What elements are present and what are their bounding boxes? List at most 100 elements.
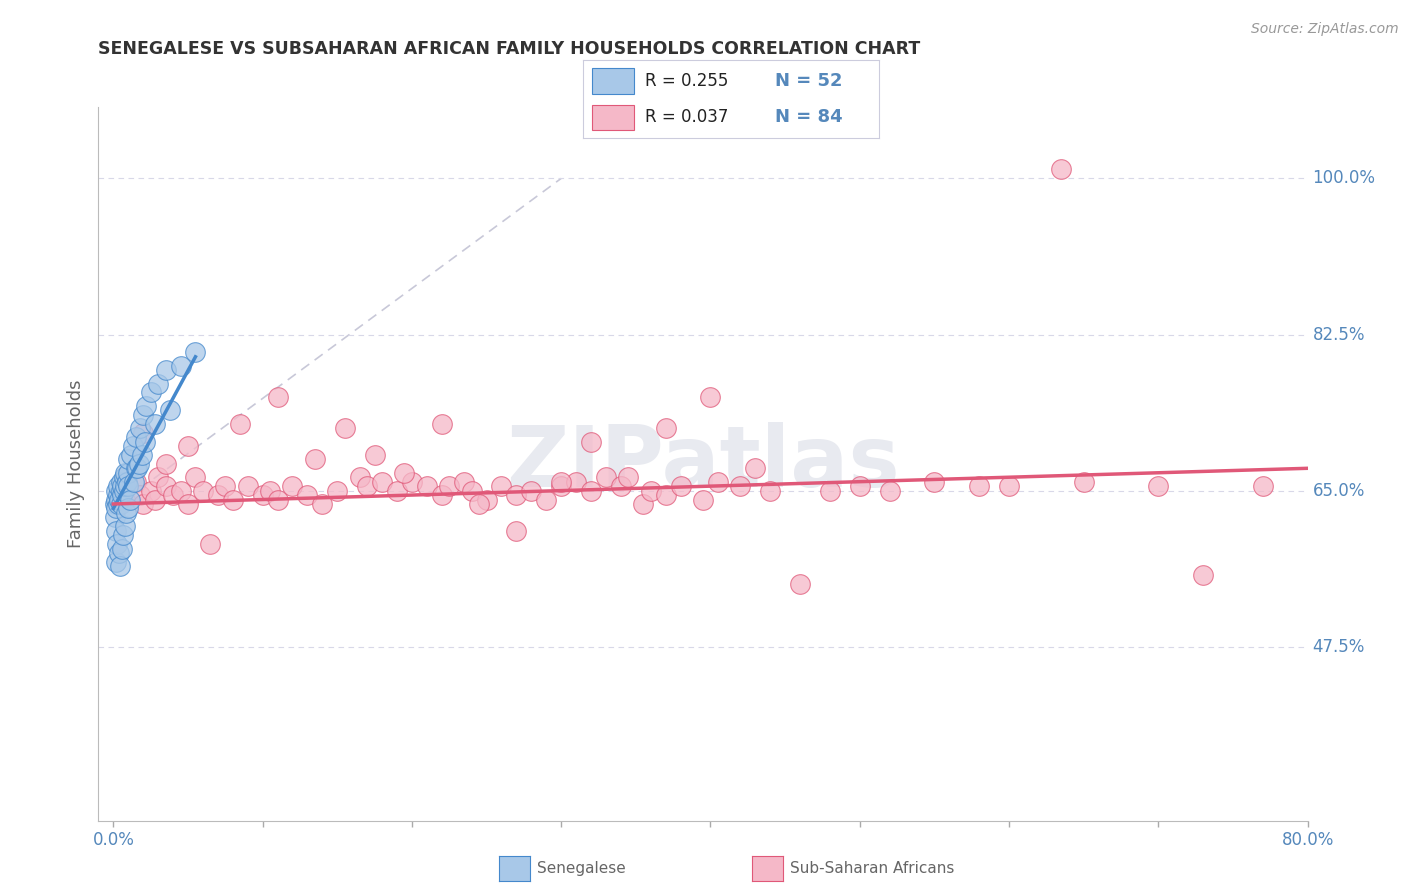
Point [468, 497, 491, 511]
Point [111, 479, 134, 493]
Point [222, 492, 245, 507]
Point [169, 483, 191, 498]
Point [125, 475, 148, 489]
Point [848, 479, 870, 493]
Point [169, 359, 191, 373]
Point [520, 483, 543, 498]
Point [439, 479, 461, 493]
Point [127, 461, 149, 475]
Point [143, 492, 166, 507]
Point [1192, 568, 1215, 582]
Point [104, 555, 127, 569]
Point [155, 457, 177, 471]
Point [394, 466, 416, 480]
Point [401, 475, 423, 489]
Point [654, 421, 676, 435]
Point [118, 492, 141, 507]
Point [505, 524, 527, 538]
Point [1147, 479, 1170, 493]
Point [266, 492, 288, 507]
Point [475, 492, 498, 507]
Point [259, 483, 281, 498]
Point [162, 488, 184, 502]
Point [1050, 162, 1073, 177]
Point [699, 390, 721, 404]
Point [200, 537, 222, 551]
Point [105, 501, 128, 516]
Point [112, 470, 135, 484]
Point [818, 483, 841, 498]
Point [146, 470, 169, 484]
Point [304, 452, 326, 467]
Point [550, 475, 572, 489]
Point [110, 497, 132, 511]
Point [789, 577, 811, 591]
Point [117, 479, 139, 493]
Y-axis label: Family Households: Family Households [66, 380, 84, 548]
Point [595, 470, 617, 484]
Point [356, 479, 378, 493]
Text: SENEGALESE VS SUBSAHARAN AFRICAN FAMILY HOUSEHOLDS CORRELATION CHART: SENEGALESE VS SUBSAHARAN AFRICAN FAMILY … [98, 40, 921, 58]
Point [654, 488, 676, 502]
Point [112, 528, 135, 542]
Point [177, 497, 200, 511]
Point [730, 479, 752, 493]
Point [105, 537, 128, 551]
Point [108, 559, 131, 574]
Point [266, 390, 288, 404]
Point [430, 488, 453, 502]
Text: Source: ZipAtlas.com: Source: ZipAtlas.com [1251, 22, 1399, 37]
Point [122, 475, 145, 489]
Point [128, 457, 150, 471]
Bar [592, 68, 634, 94]
Point [744, 461, 766, 475]
Point [536, 492, 558, 507]
Point [111, 488, 134, 502]
Point [1251, 479, 1274, 493]
Text: N = 84: N = 84 [776, 109, 844, 127]
Point [107, 497, 129, 511]
Point [107, 488, 129, 502]
Point [155, 479, 177, 493]
Point [104, 524, 127, 538]
Point [129, 421, 152, 435]
Point [617, 470, 640, 484]
Point [967, 479, 990, 493]
Point [117, 452, 139, 467]
Point [117, 466, 139, 480]
Text: Senegalese: Senegalese [537, 862, 626, 876]
Point [104, 510, 127, 524]
Point [107, 546, 129, 560]
Point [117, 479, 139, 493]
Point [1073, 475, 1095, 489]
Point [110, 475, 132, 489]
Point [333, 421, 356, 435]
Point [115, 506, 138, 520]
Point [207, 488, 229, 502]
Point [759, 483, 782, 498]
Point [491, 479, 513, 493]
Point [236, 479, 259, 493]
Point [214, 479, 236, 493]
Point [311, 497, 333, 511]
Point [155, 363, 177, 377]
Point [125, 430, 148, 444]
Point [139, 483, 162, 498]
Point [117, 501, 139, 516]
Point [669, 479, 692, 493]
Point [692, 492, 714, 507]
Point [107, 479, 129, 493]
Point [139, 385, 162, 400]
Point [610, 479, 633, 493]
Point [297, 488, 319, 502]
Point [129, 488, 152, 502]
Point [184, 470, 207, 484]
Point [879, 483, 901, 498]
Point [110, 541, 132, 556]
Point [191, 483, 214, 498]
Point [565, 475, 588, 489]
Point [134, 434, 156, 449]
Point [114, 466, 136, 480]
Point [924, 475, 946, 489]
Point [114, 479, 136, 493]
